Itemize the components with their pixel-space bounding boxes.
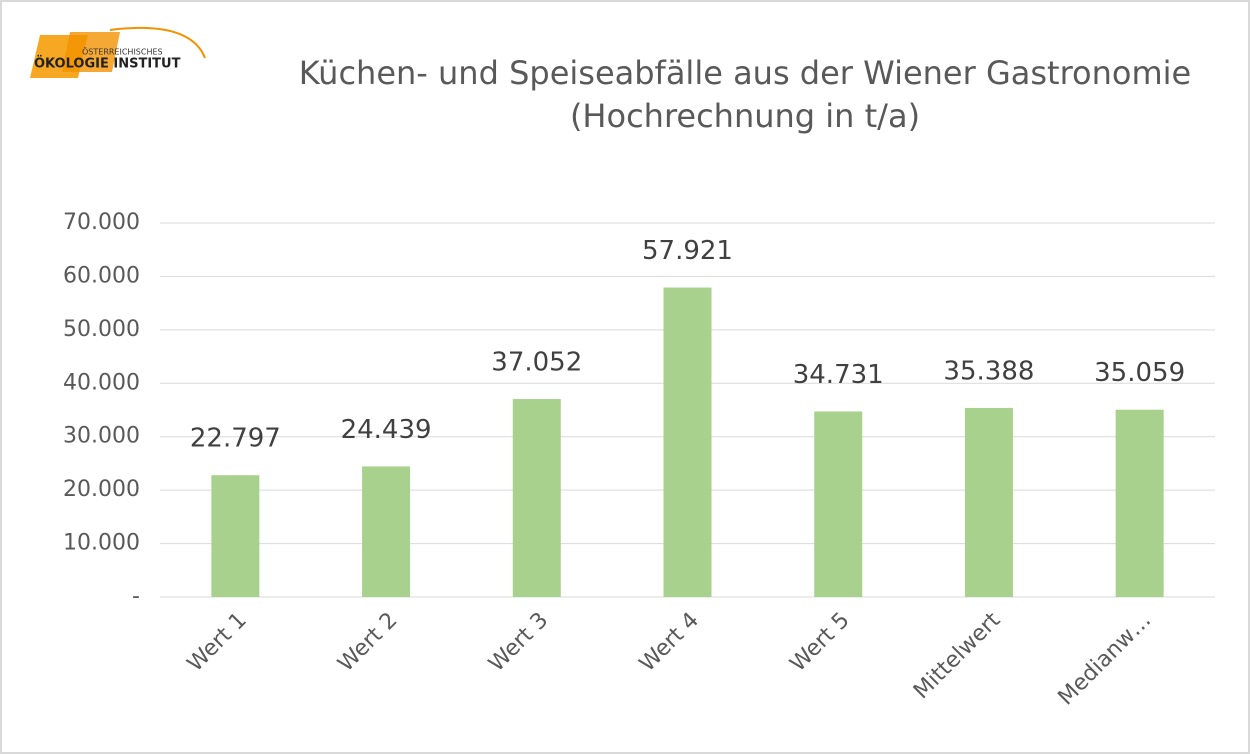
logo-text: ÖKOLOGIE INSTITUT <box>34 56 181 72</box>
logo-text: ÖSTERREICHISCHES <box>82 47 163 57</box>
y-tick-label: - <box>132 584 140 609</box>
value-label: 35.059 <box>1094 358 1185 388</box>
value-label: 24.439 <box>341 415 432 445</box>
value-label: 34.731 <box>793 360 884 390</box>
y-tick-label: 60.000 <box>63 263 140 288</box>
bar <box>964 407 1013 597</box>
bar <box>1115 409 1164 597</box>
value-label: 57.921 <box>642 236 733 266</box>
y-tick-label: 70.000 <box>63 210 140 235</box>
y-tick-label: 10.000 <box>63 531 140 556</box>
logo: ÖSTERREICHISCHES ÖKOLOGIE INSTITUT <box>30 26 206 78</box>
logo-arc <box>109 26 206 59</box>
value-label: 35.388 <box>943 356 1034 386</box>
bar <box>362 466 411 597</box>
bar <box>512 399 561 597</box>
y-tick-label: 40.000 <box>63 370 140 395</box>
bar <box>663 287 712 597</box>
y-tick-label: 50.000 <box>63 317 140 342</box>
chart-title: (Hochrechnung in t/a) <box>570 97 920 135</box>
bar <box>211 475 260 597</box>
y-tick-label: 30.000 <box>63 424 140 449</box>
bar <box>814 411 863 597</box>
logo-shape <box>62 32 120 72</box>
chart-title: Küchen- und Speiseabfälle aus der Wiener… <box>299 54 1191 92</box>
value-label: 22.797 <box>190 424 281 454</box>
y-tick-label: 20.000 <box>63 477 140 502</box>
value-label: 37.052 <box>491 348 582 378</box>
